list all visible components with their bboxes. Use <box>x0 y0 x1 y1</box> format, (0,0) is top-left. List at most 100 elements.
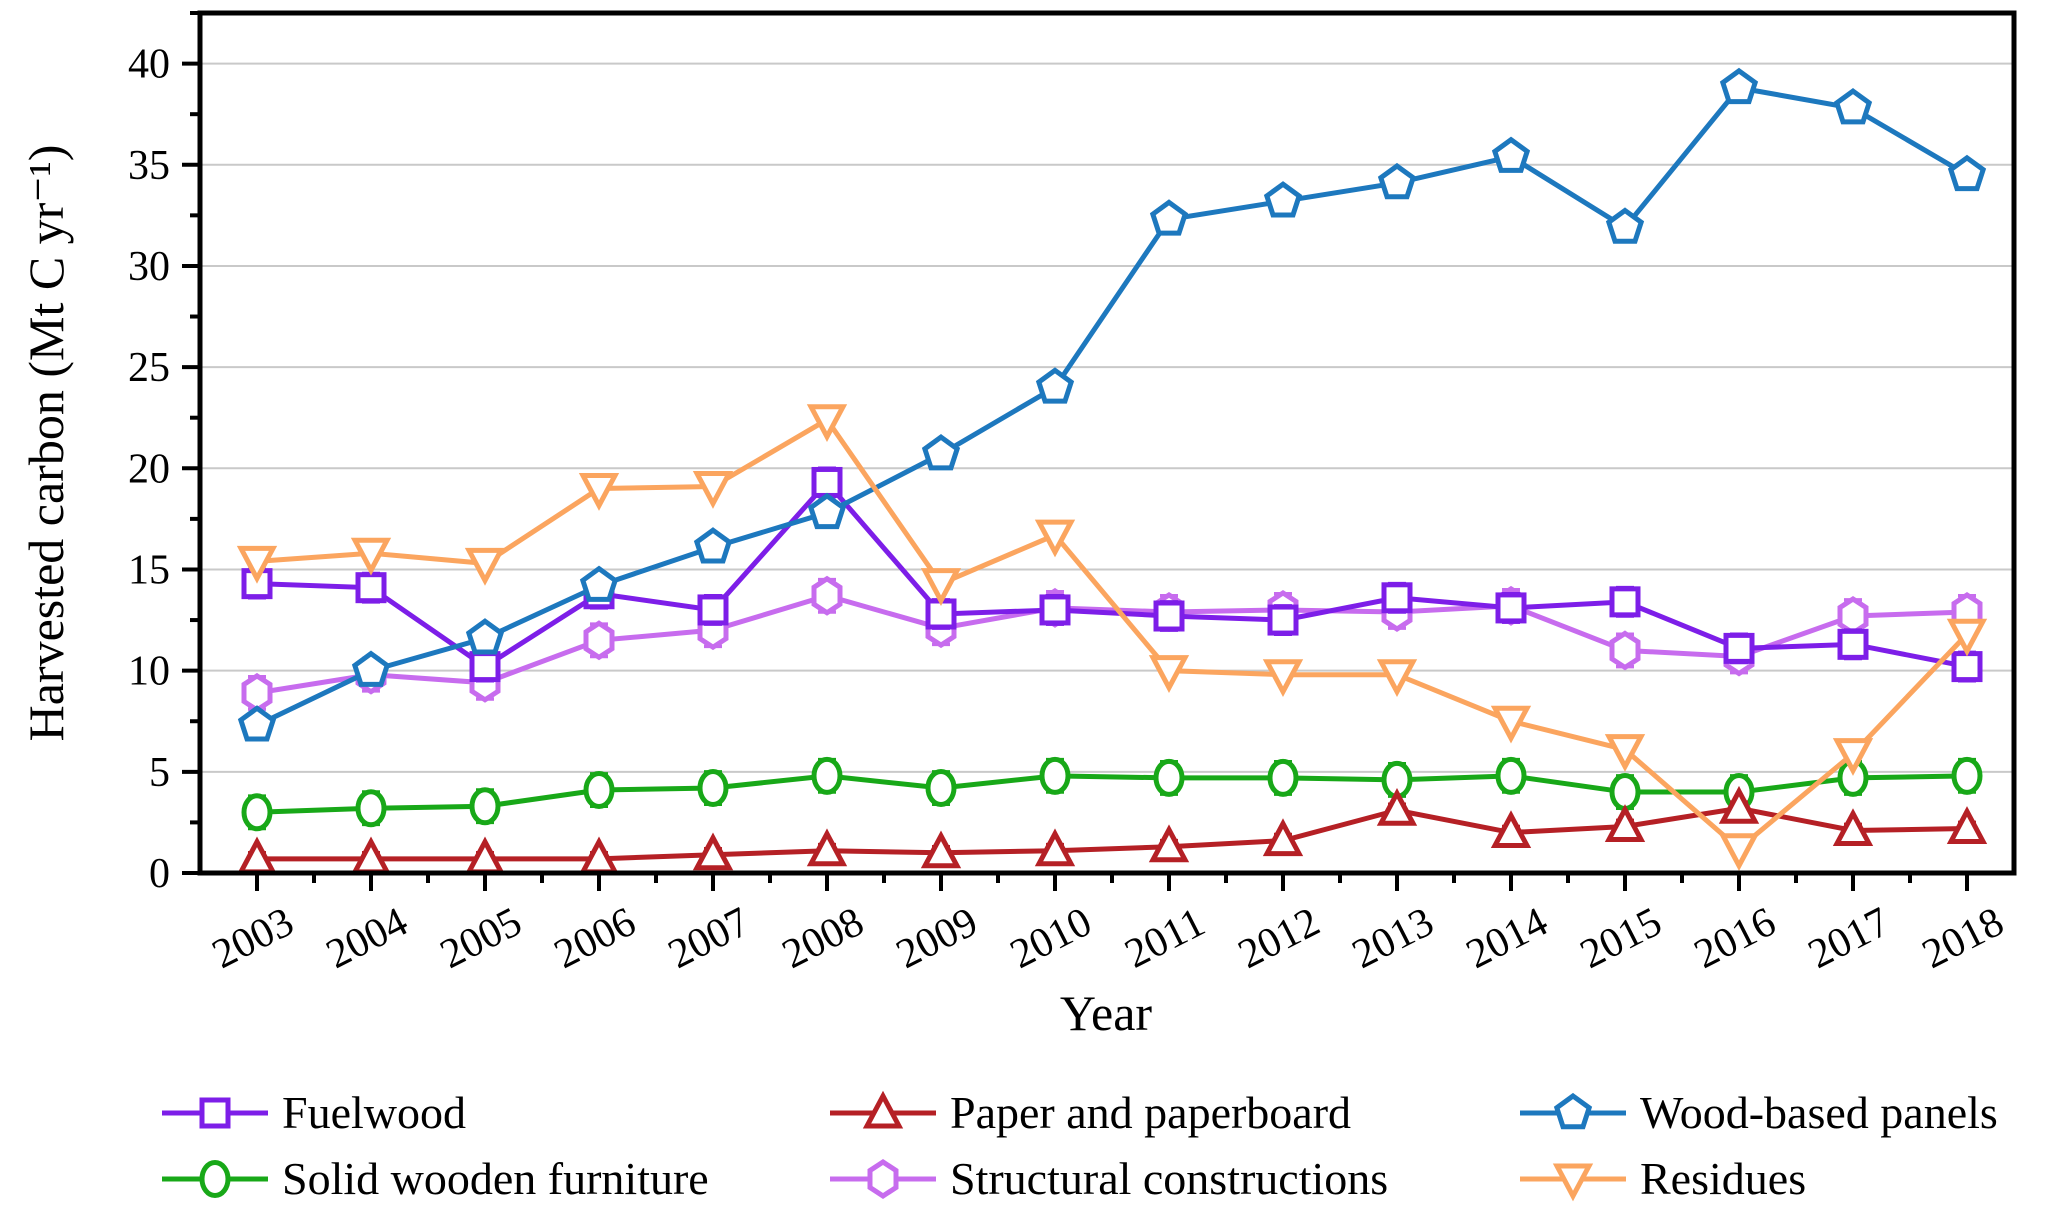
series-line-wood-based-panels <box>255 85 1969 728</box>
data-point-marker <box>1034 519 1076 558</box>
x-tick-label: 2008 <box>775 899 871 978</box>
data-point-marker <box>1832 808 1874 847</box>
data-point-marker <box>1833 88 1873 125</box>
data-point-marker <box>697 769 729 808</box>
series-line-structural-constructions <box>256 593 1968 696</box>
series-line-residues <box>256 416 1969 853</box>
data-point-marker <box>1837 596 1869 636</box>
data-point-marker <box>1718 833 1760 872</box>
data-point-marker <box>1951 651 1983 683</box>
data-point-marker <box>1604 734 1646 772</box>
data-point-marker <box>1491 136 1531 173</box>
data-point-marker <box>811 575 843 616</box>
data-point-marker <box>1495 756 1527 795</box>
y-axis-title: Harvested carbon (Mt C yr⁻¹) <box>18 144 74 742</box>
data-point-marker <box>693 527 733 564</box>
series-line-fuelwood <box>256 478 1968 670</box>
data-point-marker <box>1263 181 1303 218</box>
series-solid-wooden-furniture <box>241 756 1983 832</box>
x-tick-label: 2018 <box>1915 899 2011 978</box>
y-tick-label: 20 <box>128 446 170 492</box>
y-tick-labels: 0 5 10 15 20 25 30 35 40 <box>128 42 170 897</box>
data-point-marker <box>355 789 387 828</box>
x-tick-label: 2011 <box>1118 899 1212 977</box>
data-point-marker <box>1267 604 1299 636</box>
x-tick-label: 2006 <box>547 899 643 978</box>
data-point-marker <box>1832 738 1874 776</box>
series-line-solid-wooden-furniture <box>256 773 1968 815</box>
x-tick-label: 2009 <box>889 899 985 978</box>
x-axis-title: Year <box>1059 985 1153 1041</box>
series-structural-constructions <box>241 575 1983 713</box>
x-tick-label: 2017 <box>1801 899 1897 978</box>
data-point-marker <box>1153 758 1185 797</box>
data-point-marker <box>1837 628 1869 660</box>
data-point-marker <box>806 404 848 443</box>
data-point-marker <box>807 492 847 530</box>
data-point-marker <box>241 672 273 713</box>
data-point-marker <box>1946 806 1988 844</box>
axis-ticks <box>182 11 1969 891</box>
data-point-marker <box>1609 586 1641 618</box>
data-point-marker <box>811 756 843 795</box>
y-tick-label: 15 <box>128 547 170 593</box>
data-point-marker <box>1267 758 1299 797</box>
gridlines <box>200 62 2014 773</box>
data-point-marker <box>1262 818 1304 857</box>
data-point-marker <box>355 572 387 604</box>
data-point-marker <box>1609 773 1641 812</box>
x-tick-label: 2005 <box>433 899 529 978</box>
data-point-marker <box>236 545 278 584</box>
data-point-marker <box>578 473 620 511</box>
data-point-marker <box>583 771 615 810</box>
data-point-marker <box>579 565 619 602</box>
data-point-marker <box>1039 756 1071 795</box>
data-point-marker <box>697 594 729 626</box>
data-point-marker <box>1718 785 1760 824</box>
data-point-marker <box>921 434 961 471</box>
x-tick-label: 2007 <box>661 899 757 978</box>
data-point-marker <box>1946 618 1988 657</box>
data-point-marker <box>351 650 391 687</box>
y-tick-label: 10 <box>128 649 170 695</box>
data-point-marker <box>806 828 848 867</box>
data-point-marker <box>692 471 734 509</box>
data-point-marker <box>1951 756 1983 795</box>
data-point-marker <box>1148 824 1190 863</box>
x-tick-label: 2015 <box>1573 899 1669 978</box>
data-point-marker <box>1495 592 1527 624</box>
data-point-marker <box>350 537 392 576</box>
data-point-marker <box>811 466 843 498</box>
data-point-marker <box>1376 787 1418 826</box>
y-tick-label: 5 <box>149 750 170 796</box>
data-point-marker <box>1148 655 1190 693</box>
x-tick-label: 2003 <box>205 899 301 978</box>
data-point-marker <box>1723 632 1755 664</box>
data-point-marker <box>925 769 957 808</box>
data-point-marker <box>1153 600 1185 632</box>
data-point-marker <box>469 787 501 826</box>
series-line-paper-and-paperboard <box>257 805 1968 862</box>
x-tick-label: 2010 <box>1003 899 1099 978</box>
data-point-marker <box>920 568 962 606</box>
y-tick-label: 25 <box>128 345 170 391</box>
data-point-marker <box>1609 630 1641 671</box>
series-wood-based-panels <box>237 67 1987 742</box>
data-point-marker <box>1490 810 1532 849</box>
data-point-marker <box>1381 582 1413 614</box>
data-point-marker <box>1947 154 1987 192</box>
data-point-marker <box>692 832 734 871</box>
data-point-marker <box>1149 199 1189 236</box>
data-point-marker <box>1719 67 1759 105</box>
x-tick-label: 2012 <box>1231 899 1327 978</box>
plot-border <box>197 10 2017 876</box>
y-tick-label: 0 <box>149 851 170 897</box>
error-bars-fuelwood <box>248 466 1976 683</box>
data-point-marker <box>1034 828 1076 867</box>
data-point-marker <box>237 705 277 742</box>
data-point-marker <box>1604 804 1646 842</box>
data-point-marker <box>465 618 505 655</box>
data-point-marker <box>1377 162 1417 200</box>
data-point-marker <box>920 830 962 869</box>
